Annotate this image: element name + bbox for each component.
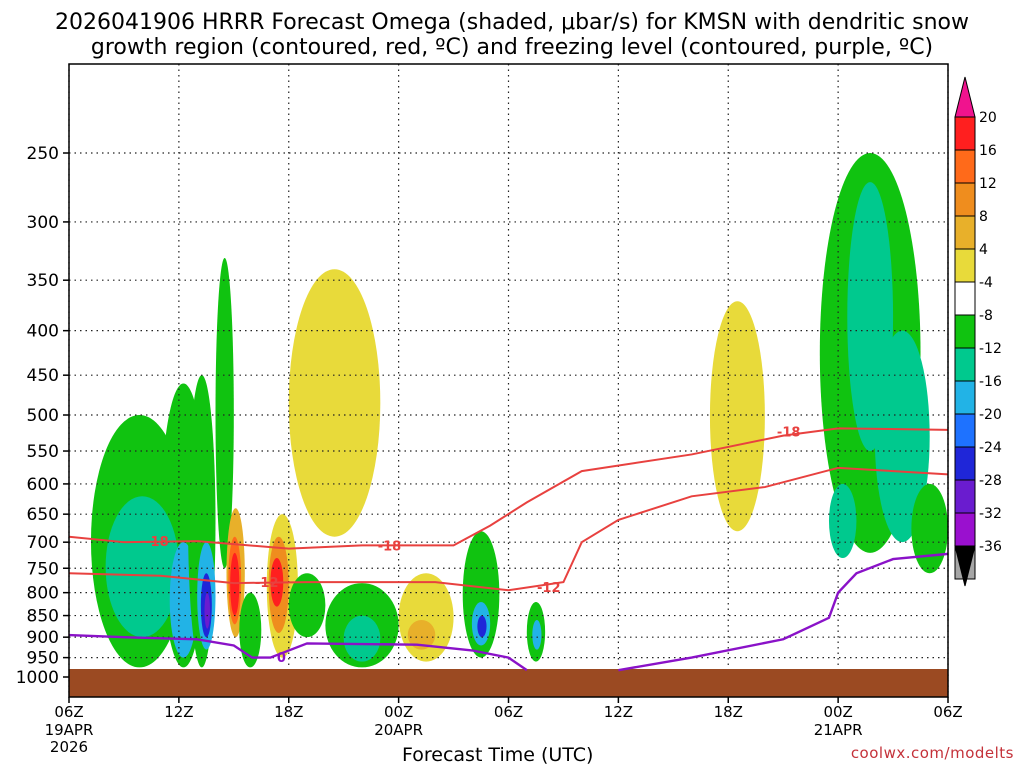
colorbar-swatch	[954, 446, 976, 481]
colorbar-label: -8	[979, 308, 993, 324]
y-tick-label: 300	[27, 213, 59, 233]
freezing-level-line	[68, 633, 528, 672]
colorbar-label: -12	[979, 341, 1002, 357]
colorbar-swatch	[954, 248, 976, 283]
omega-cell	[343, 615, 381, 662]
x-tick-sublabel: 19APR	[45, 721, 94, 739]
y-tick-label: 700	[27, 533, 59, 553]
colorbar-swatch	[954, 116, 976, 151]
colorbar-swatch	[954, 512, 976, 547]
omega-cell	[204, 592, 211, 629]
x-tick-label: 06Z	[933, 703, 962, 721]
y-tick-label: 1000	[16, 668, 59, 688]
colorbar-swatch	[954, 479, 976, 514]
colorbar-swatch	[954, 380, 976, 415]
dgz-contour-label: -18	[777, 425, 801, 440]
y-tick-label: 800	[27, 584, 59, 604]
chart-title-line2: growth region (contoured, red, ºC) and f…	[90, 35, 934, 60]
omega-cell	[828, 483, 857, 559]
y-tick-label: 950	[27, 649, 59, 669]
x-tick-label: 12Z	[164, 703, 193, 721]
x-tick-sublabel: 2026	[50, 738, 88, 756]
omega-cell	[477, 615, 487, 638]
colorbar-swatch	[954, 413, 976, 448]
omega-cell	[105, 496, 179, 638]
omega-cell	[709, 301, 765, 532]
colorbar-label: 4	[979, 242, 988, 258]
x-tick-label: 06Z	[54, 703, 83, 721]
colorbar-swatch	[954, 281, 976, 316]
y-tick-label: 400	[27, 322, 59, 342]
x-tick-label: 18Z	[714, 703, 743, 721]
dgz-contour	[68, 466, 949, 592]
x-tick-label: 06Z	[494, 703, 523, 721]
colorbar-label: 16	[979, 143, 997, 159]
x-tick-label: 00Z	[823, 703, 852, 721]
y-tick-label: 650	[27, 505, 59, 525]
colorbar-swatch	[954, 215, 976, 250]
dgz-contour	[68, 427, 949, 550]
y-tick-label: 900	[27, 628, 59, 648]
colorbar-swatch	[954, 149, 976, 184]
chart-title-line1: 2026041906 HRRR Forecast Omega (shaded, …	[54, 10, 969, 35]
colorbar-bottom-arrow	[954, 545, 976, 587]
omega-cell	[462, 531, 500, 658]
y-tick-label: 450	[27, 366, 59, 386]
omega-cell	[911, 483, 948, 574]
y-tick-label: 600	[27, 475, 59, 495]
colorbar-swatch	[954, 347, 976, 382]
colorbar-label: -16	[979, 374, 1002, 390]
colorbar-label: -28	[979, 473, 1002, 489]
credit-link[interactable]: coolwx.com/modelts	[850, 744, 1014, 762]
omega-cell	[407, 619, 436, 650]
colorbar-label: 20	[979, 110, 997, 126]
colorbar-label: 12	[979, 176, 997, 192]
ground-fill	[69, 669, 948, 697]
omega-cell	[239, 592, 262, 668]
omega-cell	[288, 269, 381, 537]
colorbar-label: -4	[979, 275, 993, 291]
omega-cell	[288, 573, 326, 638]
colorbar-label: -24	[979, 440, 1002, 456]
dgz-contour-label: -12	[537, 581, 561, 596]
y-tick-label: 500	[27, 406, 59, 426]
y-tick-label: 850	[27, 607, 59, 627]
colorbar-label: -32	[979, 506, 1002, 522]
dgz-contour-label: -18	[145, 535, 169, 550]
y-tick-label: 250	[27, 144, 59, 164]
colorbar-swatch	[954, 314, 976, 349]
colorbar-top-arrow	[954, 76, 976, 118]
omega-cell	[215, 257, 234, 569]
x-tick-sublabel: 21APR	[814, 721, 863, 739]
y-tick-label: 550	[27, 442, 59, 462]
x-tick-label: 18Z	[274, 703, 303, 721]
freezing-level-line	[618, 552, 949, 672]
dgz-contour-label: -18	[378, 539, 402, 554]
omega-cell	[230, 552, 240, 616]
x-axis-title: Forecast Time (UTC)	[402, 744, 594, 766]
dgz-contour-label: -12	[255, 576, 279, 591]
colorbar-label: -20	[979, 407, 1002, 423]
freezing-level-label: 0	[277, 651, 286, 666]
colorbar-label: 8	[979, 209, 988, 225]
colorbar-label: -36	[979, 539, 1002, 555]
x-tick-label: 00Z	[384, 703, 413, 721]
y-tick-label: 750	[27, 559, 59, 579]
x-tick-label: 12Z	[604, 703, 633, 721]
omega-cell	[532, 619, 542, 650]
x-tick-sublabel: 20APR	[374, 721, 423, 739]
y-tick-label: 350	[27, 271, 59, 291]
colorbar-swatch	[954, 182, 976, 217]
omega-cell	[874, 330, 930, 543]
